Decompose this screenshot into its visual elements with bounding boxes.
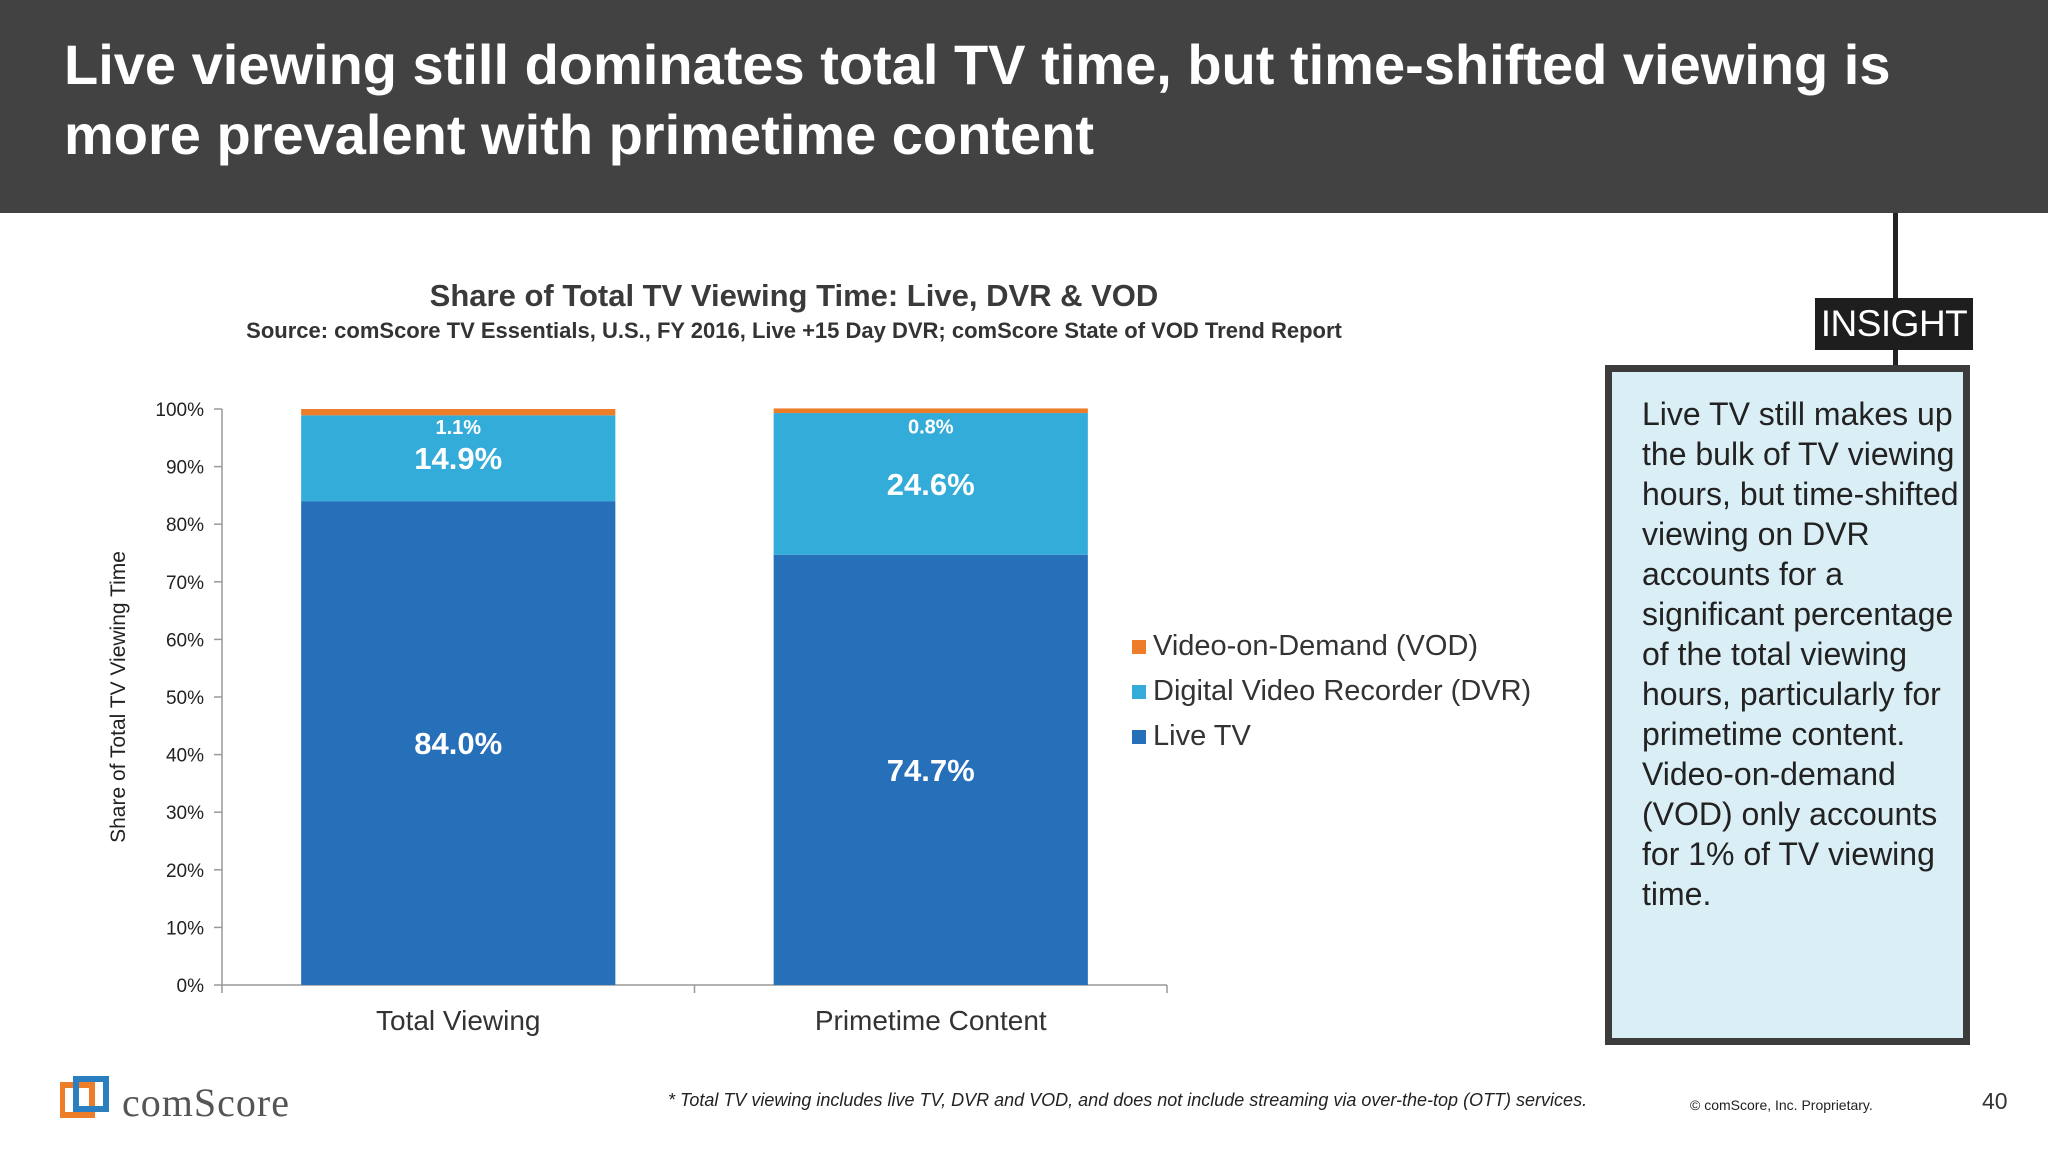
y-tick-label: 40% xyxy=(166,746,204,767)
y-tick-label: 80% xyxy=(166,515,204,536)
y-tick-label: 10% xyxy=(166,918,204,939)
copyright: © comScore, Inc. Proprietary. xyxy=(1690,1097,1873,1113)
insight-text: Live TV still makes up the bulk of TV vi… xyxy=(1642,396,1959,912)
bar-segment xyxy=(301,501,616,985)
logo-text: comScore xyxy=(122,1080,290,1125)
legend-swatch xyxy=(1132,640,1146,654)
header-bar: Live viewing still dominates total TV ti… xyxy=(0,0,2048,213)
y-tick-label: 0% xyxy=(177,976,205,997)
data-label: 14.9% xyxy=(414,441,502,476)
comscore-logo-icon xyxy=(59,1076,109,1118)
legend-label: Video-on-Demand (VOD) xyxy=(1153,630,1478,662)
data-label: 1.1% xyxy=(435,417,481,439)
bar-segment xyxy=(773,413,1088,555)
insight-connector-line xyxy=(1893,213,1898,365)
data-label: 24.6% xyxy=(887,467,975,502)
y-tick-label: 30% xyxy=(166,803,204,824)
insight-box: Live TV still makes up the bulk of TV vi… xyxy=(1605,365,1970,1045)
chart-subtitle: Source: comScore TV Essentials, U.S., FY… xyxy=(246,318,1342,343)
y-tick-label: 50% xyxy=(166,688,204,709)
legend-label: Live TV xyxy=(1153,720,1251,752)
footnote: * Total TV viewing includes live TV, DVR… xyxy=(668,1090,1588,1110)
y-tick-label: 70% xyxy=(166,573,204,594)
data-label: 74.7% xyxy=(887,753,975,788)
x-category-label: Primetime Content xyxy=(815,1005,1047,1036)
y-tick-label: 60% xyxy=(166,630,204,651)
chart-title: Share of Total TV Viewing Time: Live, DV… xyxy=(429,278,1159,313)
page-title: Live viewing still dominates total TV ti… xyxy=(64,33,1891,166)
bar-segment xyxy=(773,554,1088,985)
bar-segment xyxy=(301,415,616,502)
y-axis-title: Share of Total TV Viewing Time xyxy=(107,551,130,843)
y-tick-label: 20% xyxy=(166,861,204,882)
y-tick-label: 100% xyxy=(155,400,204,421)
stacked-bar-chart: 0% 10% 20% 30% 40% 50% 60% 70% 80% 90% 100% Share o… xyxy=(107,400,1531,1036)
x-category-label: Total Viewing xyxy=(376,1005,540,1036)
legend-label: Digital Video Recorder (DVR) xyxy=(1153,675,1531,707)
bar-segment xyxy=(301,409,616,416)
legend-swatch xyxy=(1132,685,1146,699)
comscore-logo: comScore xyxy=(59,1075,360,1125)
page-number: 40 xyxy=(1982,1088,2008,1114)
insight-tag: INSIGHT xyxy=(1815,298,1973,350)
data-label: 0.8% xyxy=(908,416,954,438)
y-tick-label: 90% xyxy=(166,458,204,479)
data-label: 84.0% xyxy=(414,726,502,761)
legend-swatch xyxy=(1132,730,1146,744)
bar-segment xyxy=(773,408,1088,414)
